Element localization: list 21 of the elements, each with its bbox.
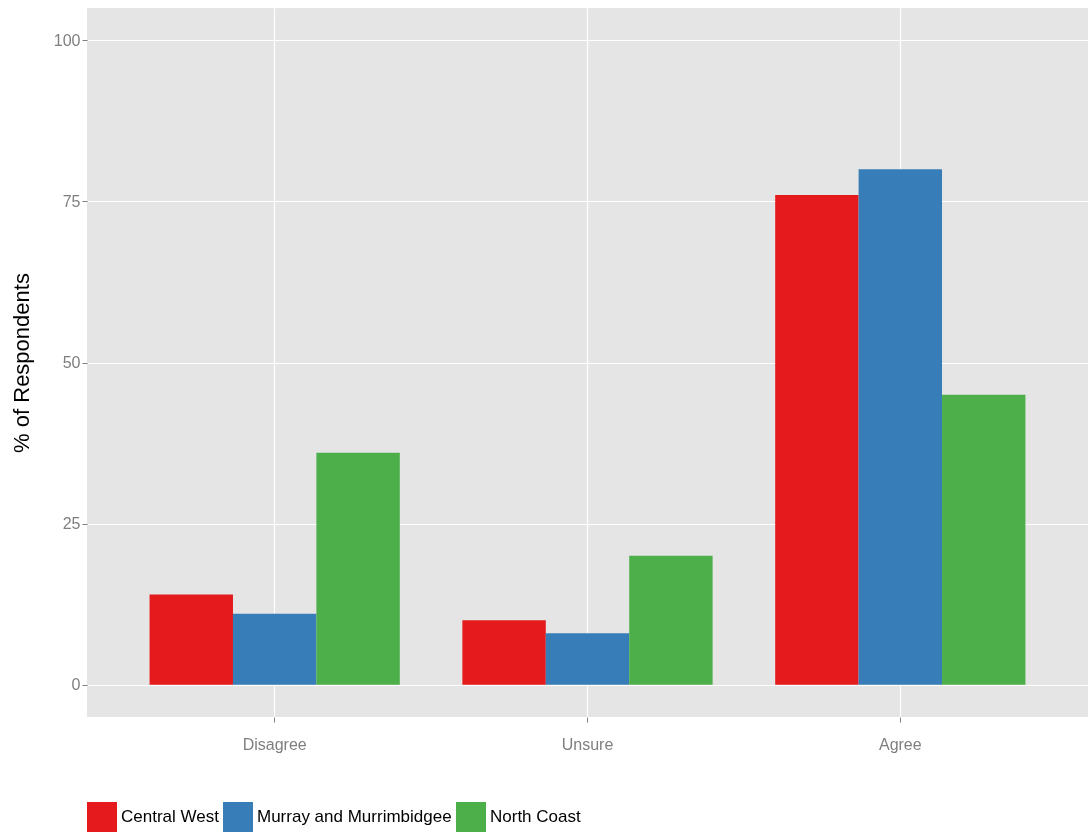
- legend-label: Central West: [121, 807, 220, 826]
- legend-label: Murray and Murrimbidgee: [257, 807, 452, 826]
- bar: [545, 633, 630, 685]
- x-tick-label: Unsure: [561, 735, 614, 753]
- x-tick-label: Agree: [878, 735, 922, 753]
- y-tick-label: 75: [62, 192, 81, 210]
- y-tick-label: 100: [53, 31, 81, 49]
- bar: [775, 194, 859, 685]
- bar: [462, 620, 546, 685]
- y-tick-label: 0: [71, 676, 81, 694]
- bar: [629, 555, 713, 685]
- bar: [149, 594, 233, 685]
- y-tick-label: 25: [62, 515, 81, 533]
- bar: [232, 613, 317, 685]
- legend-label: North Coast: [490, 807, 581, 826]
- x-tick-label: Disagree: [242, 735, 307, 753]
- bar: [858, 169, 943, 685]
- y-tick-label: 50: [62, 354, 81, 371]
- y-axis-title: % of Respondents: [8, 273, 34, 453]
- bar: [316, 452, 400, 685]
- bar: [942, 394, 1026, 685]
